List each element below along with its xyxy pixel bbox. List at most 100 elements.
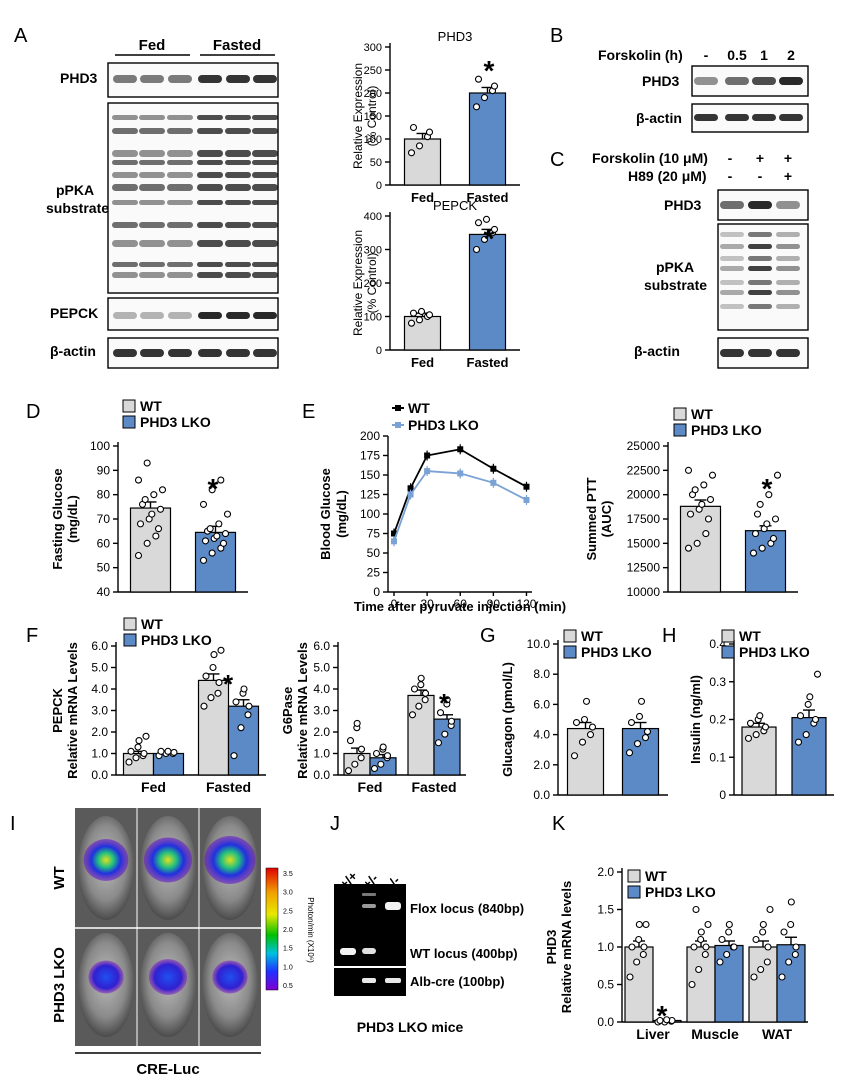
data-point	[230, 752, 238, 760]
y-axis-label: Relative Expression	[351, 230, 365, 336]
data-point	[215, 678, 223, 687]
legend-marker-lko	[395, 422, 401, 428]
blot-band	[167, 200, 193, 205]
blot-label-phd3-b: PHD3	[642, 73, 680, 89]
y-axis-label: Relative mRNA Levels	[65, 642, 80, 779]
blot-band	[253, 75, 277, 83]
y-tick-label: 0.3	[709, 675, 726, 689]
gel-caption: PHD3 LKO mice	[357, 1019, 464, 1035]
x-tick-label: Fed	[141, 779, 166, 795]
blot-band	[197, 222, 223, 228]
blot-band	[776, 201, 800, 209]
y-tick-label: 150	[360, 468, 380, 482]
data-point	[140, 749, 148, 758]
chart-phd3-expression: 0 50 100 150 200 250 300 Relative Expression (% …	[351, 29, 520, 205]
luminescence-signal	[204, 836, 256, 884]
series-line	[393, 448, 527, 534]
blot-band	[112, 128, 138, 134]
blot-band	[225, 222, 251, 228]
blot-band	[252, 160, 278, 165]
chart-pyruvate-tolerance: 0 25 50 75 100 125 150 175 200 0 30 60 90 120 Blood Gl…	[318, 400, 566, 614]
y-tick-label: 10000	[627, 585, 661, 599]
blot-band	[139, 150, 165, 157]
chart-summed-ptt: 10000 12500 15000 17500 20000 22500 25000 Summe…	[584, 406, 798, 599]
blot-band	[225, 272, 251, 278]
y-tick-label: 0	[376, 345, 382, 357]
bar	[621, 727, 660, 796]
blot-band	[197, 115, 223, 120]
chart-phd3-mrna-tissues: 0.0 0.5 1.0 1.5 2.0 PHD3 Relative mRNA levels L…	[544, 865, 808, 1042]
y-tick-label: 5.0	[91, 661, 108, 675]
data-point	[391, 530, 397, 537]
data-point	[702, 943, 710, 951]
y-tick-label: 2.0	[91, 725, 108, 739]
blot-band	[167, 150, 193, 157]
blot-band	[748, 349, 772, 357]
data-point	[749, 549, 758, 557]
data-point	[424, 452, 431, 459]
data-point	[570, 752, 579, 760]
data-point	[223, 510, 232, 518]
colorbar-tick-label: 3.5	[283, 871, 293, 878]
blot-band	[720, 266, 744, 271]
blot-band	[139, 262, 165, 267]
data-point	[753, 510, 762, 518]
data-point	[232, 698, 240, 706]
blot-band	[197, 184, 223, 191]
blot-label-pepck: PEPCK	[50, 305, 98, 321]
data-point	[425, 128, 434, 136]
data-point	[763, 520, 771, 528]
data-point	[764, 943, 772, 951]
data-point	[725, 920, 733, 929]
y-tick-label: 60	[97, 536, 111, 550]
data-point	[377, 760, 385, 768]
bar	[566, 727, 605, 796]
data-point	[759, 928, 767, 936]
data-point	[716, 958, 724, 966]
data-point	[582, 697, 591, 705]
y-tick-label: 0	[719, 788, 726, 802]
blot-band	[748, 280, 772, 285]
data-point	[357, 745, 366, 753]
data-point	[410, 685, 419, 693]
blot-label-actin: β-actin	[50, 343, 96, 359]
forskolin-sign-1: +	[756, 150, 764, 166]
y-axis-label: (mg/dL)	[334, 490, 349, 538]
data-point	[813, 670, 822, 678]
data-point	[684, 544, 693, 552]
colorbar-unit: Photon/min (X10⁶)	[306, 897, 315, 963]
data-point	[143, 459, 151, 467]
y-tick-label: 400	[364, 211, 382, 223]
y-axis-label: Glucagon (pmol/L)	[500, 662, 515, 777]
forskolin-label: Forskolin (10 μM)	[592, 150, 708, 166]
luminescence-signal	[144, 837, 192, 883]
chart-glucagon: 0.0 2.0 4.0 6.0 8.0 10.0 Glucagon (pmol/L) WTPH…	[500, 628, 668, 802]
blot-band	[226, 75, 250, 83]
blot-band	[225, 184, 251, 191]
gel-band-faint	[362, 893, 376, 896]
x-tick-label: Fasted	[467, 355, 509, 370]
blot-band	[725, 77, 749, 85]
data-point	[417, 674, 425, 682]
data-point	[441, 730, 449, 738]
data-point	[688, 980, 696, 989]
y-axis-label: (% Control)	[365, 86, 379, 147]
data-point	[628, 943, 636, 951]
gel-band-flox	[385, 902, 401, 910]
data-point	[245, 702, 253, 710]
x-tick-label: 30	[420, 597, 434, 611]
group-label-fasted: Fasted	[213, 37, 261, 54]
y-tick-label: 100	[360, 507, 380, 521]
data-point	[791, 950, 799, 959]
bar	[714, 944, 744, 1023]
data-point	[346, 737, 355, 745]
y-tick-label: 4.0	[91, 682, 108, 696]
data-point	[127, 747, 135, 755]
timepoint-1: 0.5	[727, 47, 747, 63]
blot-band	[226, 312, 250, 319]
data-point	[443, 696, 451, 704]
data-point	[351, 760, 359, 768]
data-point	[702, 530, 710, 538]
legend-swatch-wt	[123, 617, 137, 631]
